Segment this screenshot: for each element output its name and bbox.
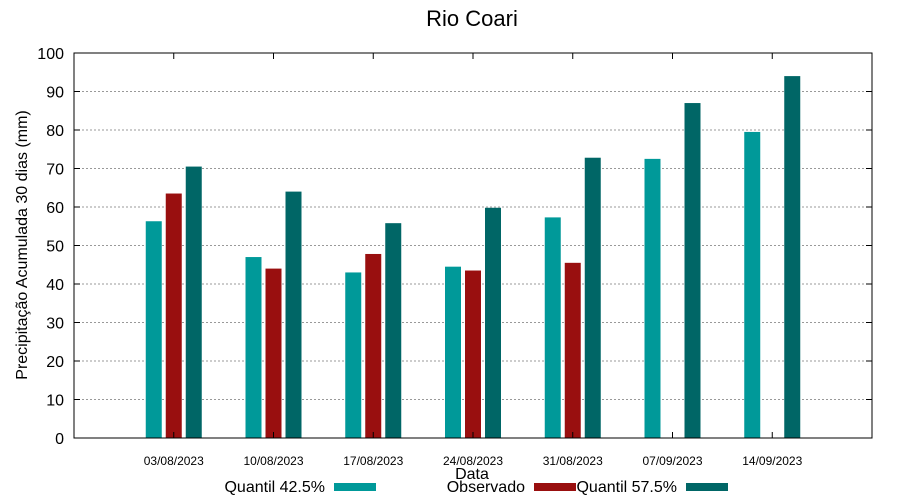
legend-swatch [534,483,576,491]
chart-title: Rio Coari [426,6,518,31]
bar-quantil-57-5--3 [485,207,501,438]
y-tick-label: 60 [46,200,64,217]
y-tick-label: 100 [37,46,64,63]
x-tick-label: 24/08/2023 [443,454,503,468]
x-tick-label: 10/08/2023 [243,454,303,468]
x-tick-label: 17/08/2023 [343,454,403,468]
legend-label: Observado [447,479,525,496]
y-tick-label: 70 [46,162,64,179]
x-tick-label: 03/08/2023 [144,454,204,468]
bar-quantil-57-5--2 [385,223,402,438]
x-tick-label: 07/09/2023 [642,454,702,468]
x-tick-label: 31/08/2023 [543,454,603,468]
bar-quantil-57-5--5 [684,103,701,439]
bars [145,76,801,439]
bar-quantil-42-5--5 [644,158,661,438]
y-axis-label: Precipitação Acumulada 30 dias (mm) [14,110,31,379]
y-tick-label: 0 [55,431,64,448]
x-tick-label: 14/09/2023 [742,454,802,468]
y-tick-label: 50 [46,239,64,256]
bar-quantil-42-5--2 [345,272,362,438]
legend: Quantil 42.5% Observado Quantil 57.5% [224,479,728,496]
legend-swatch [686,483,728,491]
y-tick-label: 40 [46,277,64,294]
bar-observado-3 [465,270,481,438]
bar-observado-0 [165,193,182,438]
x-axis-label: Data [455,466,489,483]
legend-label: Quantil 42.5% [224,479,325,496]
bar-quantil-57-5--1 [285,191,302,438]
bar-quantil-57-5--6 [784,76,801,438]
legend-swatch [334,483,376,491]
bar-quantil-42-5--0 [145,221,162,438]
y-tick-label: 10 [46,393,64,410]
gridlines [74,91,872,400]
bar-observado-2 [365,253,382,438]
bar-observado-4 [564,262,581,438]
bar-quantil-42-5--6 [744,131,761,439]
y-tick-label: 20 [46,354,64,371]
bar-quantil-42-5--4 [544,217,561,438]
legend-label: Quantil 57.5% [576,479,677,496]
y-axis-ticks: 0 10 20 30 40 50 60 70 80 90 100 [37,46,872,448]
bar-quantil-42-5--3 [445,266,461,438]
bar-observado-1 [265,268,282,438]
y-tick-label: 90 [46,85,64,102]
y-tick-label: 30 [46,316,64,333]
y-tick-label: 80 [46,123,64,140]
bar-quantil-57-5--0 [185,166,202,438]
bar-quantil-42-5--1 [245,257,262,438]
bar-quantil-57-5--4 [584,157,601,438]
x-axis-ticks: 03/08/2023 10/08/2023 17/08/2023 24/08/2023… [144,53,803,468]
